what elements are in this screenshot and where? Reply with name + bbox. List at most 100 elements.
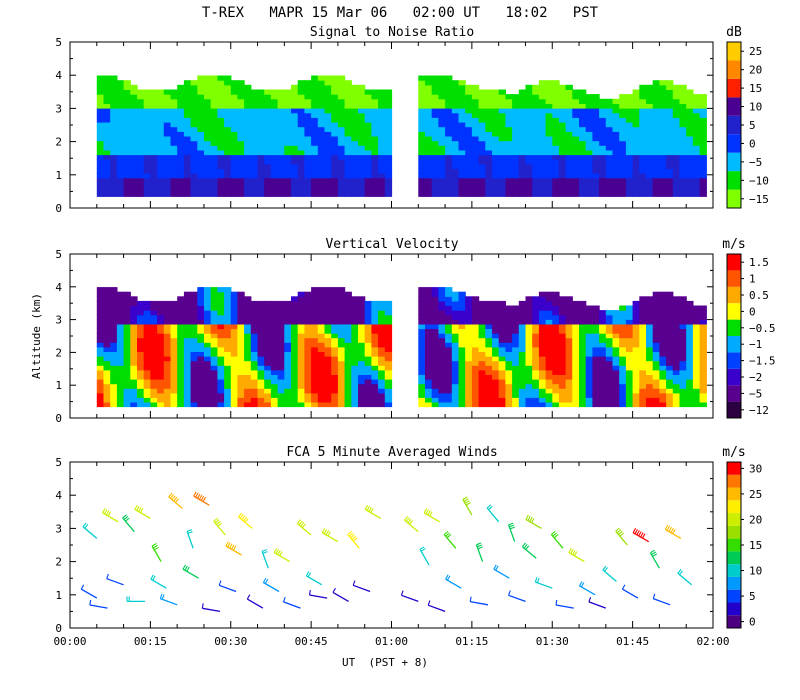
wind-barb-feather — [477, 546, 483, 550]
heatmap-cell — [170, 333, 178, 339]
heatmap-cell — [686, 145, 694, 151]
wind-barb-feather — [184, 565, 188, 571]
heatmap-cell — [599, 191, 607, 197]
y-tick-label: 4 — [55, 281, 62, 294]
heatmap-cell — [552, 379, 560, 385]
heatmap-cell — [545, 291, 553, 297]
heatmap-cell — [646, 369, 654, 375]
heatmap-cell — [384, 310, 393, 316]
wind-barb-feather — [325, 530, 330, 536]
heatmap-cell — [244, 94, 252, 100]
heatmap-cell — [217, 84, 225, 90]
heatmap-cell — [204, 323, 212, 330]
heatmap-cell — [532, 140, 540, 146]
heatmap-cell — [418, 177, 426, 183]
wind-barb — [469, 596, 489, 606]
heatmap-cell — [699, 369, 707, 375]
heatmap-cell — [666, 84, 674, 90]
heatmap-cell — [612, 397, 620, 403]
heatmap-cell — [237, 365, 245, 371]
heatmap-cell — [244, 122, 252, 128]
heatmap-cell — [183, 323, 192, 330]
heatmap-cell — [110, 374, 118, 380]
heatmap-cell — [545, 108, 553, 114]
heatmap-cell — [364, 314, 372, 320]
heatmap-cell — [150, 314, 158, 320]
heatmap-cell — [498, 383, 506, 389]
heatmap-cell — [204, 159, 212, 165]
heatmap-cell — [538, 168, 547, 174]
heatmap-cell — [331, 351, 339, 357]
heatmap-cell — [297, 310, 305, 316]
heatmap-cell — [317, 342, 326, 348]
heatmap-cell — [244, 346, 252, 352]
heatmap-cell — [96, 383, 105, 389]
heatmap-cell — [699, 126, 707, 132]
wind-barb-feather — [555, 599, 558, 606]
heatmap-cell — [116, 314, 125, 320]
heatmap-cell — [532, 356, 540, 362]
heatmap-cell — [525, 369, 533, 375]
heatmap-cell — [277, 392, 285, 398]
heatmap-cell — [666, 163, 674, 169]
heatmap-cell — [351, 337, 359, 343]
heatmap-cell — [197, 356, 205, 362]
heatmap-cell — [451, 159, 460, 165]
heatmap-cell — [418, 296, 426, 302]
wind-barb-feather — [138, 507, 142, 512]
heatmap-cell — [177, 401, 185, 408]
heatmap-cell — [492, 117, 500, 123]
heatmap-cell — [451, 374, 460, 380]
heatmap-cell — [250, 154, 259, 160]
wind-barb — [182, 564, 199, 579]
heatmap-cell — [646, 112, 654, 118]
heatmap-cell — [579, 122, 587, 128]
heatmap-cell — [150, 187, 158, 193]
heatmap-cell — [686, 89, 694, 95]
heatmap-cell — [612, 346, 620, 352]
heatmap-cell — [679, 149, 687, 156]
heatmap-cell — [351, 369, 359, 375]
heatmap-cell — [418, 191, 426, 197]
heatmap-cell — [331, 365, 339, 371]
heatmap-cell — [384, 392, 393, 398]
heatmap-cell — [137, 314, 145, 320]
heatmap-cell — [337, 103, 346, 109]
heatmap-cell — [431, 392, 439, 398]
heatmap-cell — [599, 103, 607, 109]
heatmap-cell — [317, 310, 326, 316]
heatmap-cell — [619, 126, 627, 132]
heatmap-cell — [679, 397, 687, 403]
heatmap-cell — [585, 365, 593, 371]
heatmap-cell — [110, 360, 118, 366]
heatmap-cell — [619, 369, 627, 375]
heatmap-cell — [371, 333, 379, 339]
heatmap-cell — [478, 333, 486, 339]
heatmap-cell — [237, 136, 245, 142]
heatmap-cell — [284, 149, 292, 156]
heatmap-cell — [297, 122, 305, 128]
heatmap-cell — [672, 351, 681, 357]
heatmap-cell — [304, 163, 312, 169]
heatmap-cell — [498, 300, 506, 307]
heatmap-cell — [250, 94, 259, 100]
heatmap-cell — [257, 117, 265, 123]
wind-barb-feather — [350, 534, 355, 539]
heatmap-cell — [150, 159, 158, 165]
wind-barb-feather — [241, 515, 246, 520]
heatmap-cell — [204, 374, 212, 380]
heatmap-cell — [337, 351, 346, 357]
heatmap-cell — [210, 173, 218, 179]
heatmap-cell — [672, 392, 681, 398]
heatmap-cell — [103, 140, 111, 146]
heatmap-cell — [157, 89, 165, 95]
heatmap-cell — [150, 122, 158, 128]
wind-barb-feather — [616, 529, 622, 534]
heatmap-cell — [558, 117, 567, 123]
heatmap-cell — [250, 346, 259, 352]
heatmap-cell — [538, 296, 547, 302]
wind-barb-shaft — [423, 512, 441, 523]
heatmap-cell — [197, 182, 205, 188]
wind-barb-feather — [570, 549, 574, 554]
heatmap-cell — [659, 154, 667, 160]
